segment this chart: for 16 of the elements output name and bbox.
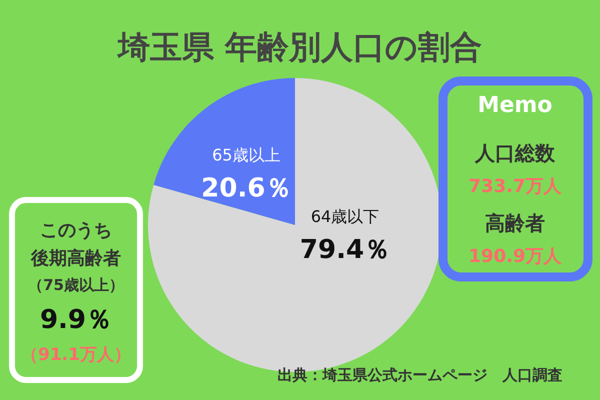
slice-label: 65歳以上 <box>212 146 280 164</box>
slice-label: 64歳以下 <box>310 207 380 226</box>
text: （75歳以上） <box>28 276 124 294</box>
text: 733.7万人 <box>468 176 562 197</box>
text: 9.9％ <box>40 305 112 335</box>
text: 190.9万人 <box>468 246 562 267</box>
text: Memo <box>478 93 552 118</box>
text: 高齢者 <box>485 211 545 235</box>
data-label: 20.6％ <box>201 174 292 204</box>
source-note: 出典：埼玉県公式ホームページ 人口調査 <box>278 366 562 384</box>
text: 人口総数 <box>474 141 556 165</box>
text: 後期高齢者 <box>30 248 121 269</box>
text: このうち <box>40 220 112 241</box>
data-label: 79.4％ <box>300 235 390 265</box>
chart-title: 埼玉県 年齢別人口の割合 <box>116 28 482 66</box>
text: （91.1万人） <box>21 345 131 365</box>
